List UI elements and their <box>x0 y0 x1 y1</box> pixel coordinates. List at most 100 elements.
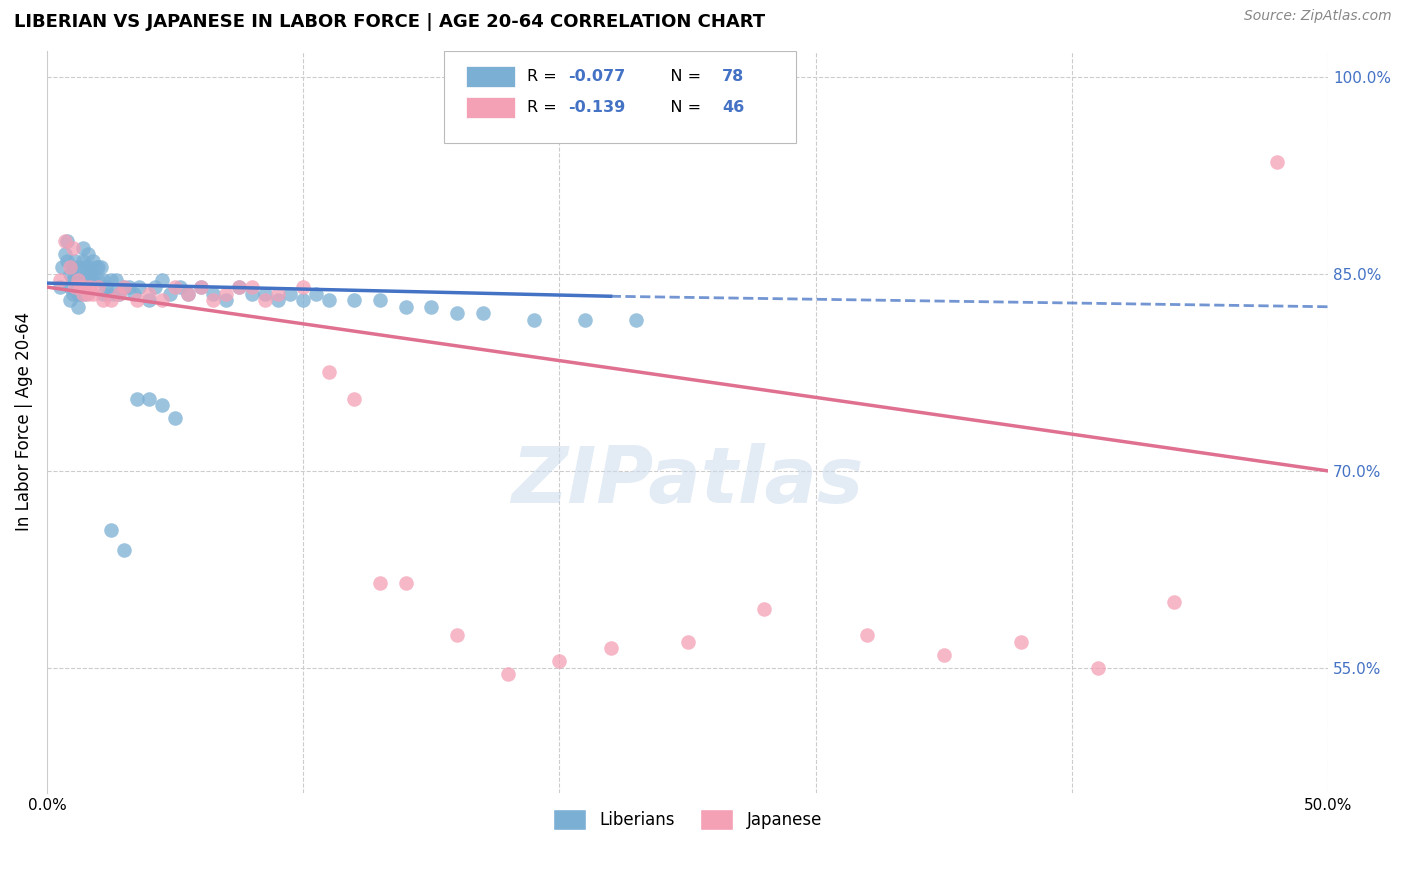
Point <box>77 286 100 301</box>
Text: ZIPatlas: ZIPatlas <box>512 443 863 519</box>
Point <box>100 523 122 537</box>
Point <box>56 234 79 248</box>
Point <box>97 286 120 301</box>
Point <box>91 293 114 308</box>
Point <box>278 286 301 301</box>
Point <box>51 260 73 275</box>
Point <box>75 280 97 294</box>
Point <box>82 253 104 268</box>
Point <box>62 241 84 255</box>
Point <box>395 300 418 314</box>
Point <box>122 286 145 301</box>
Point <box>292 293 315 308</box>
Point <box>215 286 238 301</box>
Point <box>446 628 468 642</box>
Point <box>112 280 135 294</box>
Point <box>72 253 94 268</box>
Point <box>932 648 955 662</box>
Point <box>66 280 89 294</box>
Point <box>305 286 328 301</box>
Point <box>125 392 148 406</box>
Point <box>228 280 250 294</box>
Point <box>190 280 212 294</box>
Point <box>63 280 86 294</box>
Point <box>75 260 97 275</box>
Point <box>215 293 238 308</box>
Point <box>112 280 135 294</box>
Point <box>100 273 122 287</box>
Point <box>62 273 84 287</box>
Point <box>75 286 97 301</box>
Point <box>87 260 110 275</box>
Point <box>79 280 101 294</box>
Text: N =: N = <box>655 70 707 84</box>
Point <box>77 260 100 275</box>
Text: -0.139: -0.139 <box>568 100 626 115</box>
Point <box>72 241 94 255</box>
Point <box>548 654 571 668</box>
Point <box>112 542 135 557</box>
Point <box>343 392 366 406</box>
Point <box>66 300 89 314</box>
Point <box>446 306 468 320</box>
Point <box>91 273 114 287</box>
Point <box>125 293 148 308</box>
Point <box>150 273 173 287</box>
Point <box>69 273 91 287</box>
Point <box>87 273 110 287</box>
Point <box>266 286 288 301</box>
Point <box>420 300 443 314</box>
Point <box>177 286 200 301</box>
Point <box>105 273 128 287</box>
Text: R =: R = <box>527 100 568 115</box>
Point <box>159 286 181 301</box>
Point <box>253 286 276 301</box>
Text: LIBERIAN VS JAPANESE IN LABOR FORCE | AGE 20-64 CORRELATION CHART: LIBERIAN VS JAPANESE IN LABOR FORCE | AG… <box>14 13 765 31</box>
Point <box>53 247 76 261</box>
Point <box>63 253 86 268</box>
Point <box>138 392 160 406</box>
Point <box>53 234 76 248</box>
Point <box>100 293 122 308</box>
Point <box>48 273 70 287</box>
Point <box>1010 634 1032 648</box>
Point <box>190 280 212 294</box>
Point <box>91 286 114 301</box>
Point <box>228 280 250 294</box>
Point <box>90 260 112 275</box>
Point <box>48 280 70 294</box>
Point <box>62 286 84 301</box>
Point <box>599 641 621 656</box>
Y-axis label: In Labor Force | Age 20-64: In Labor Force | Age 20-64 <box>15 312 32 532</box>
Point <box>87 280 110 294</box>
Point <box>266 293 288 308</box>
Point <box>66 273 89 287</box>
Point <box>59 293 82 308</box>
Point <box>103 286 125 301</box>
Point <box>143 280 166 294</box>
Point <box>202 293 225 308</box>
Text: R =: R = <box>527 70 562 84</box>
Point <box>82 286 104 301</box>
Point <box>240 280 263 294</box>
Point <box>856 628 879 642</box>
Point <box>138 286 160 301</box>
Point <box>107 286 129 301</box>
Point <box>626 313 648 327</box>
Point <box>69 280 91 294</box>
Text: Source: ZipAtlas.com: Source: ZipAtlas.com <box>1244 9 1392 23</box>
Point <box>754 602 776 616</box>
Point <box>63 267 86 281</box>
Point <box>107 286 129 301</box>
Point <box>292 280 315 294</box>
Point <box>59 260 82 275</box>
Text: 78: 78 <box>723 70 744 84</box>
FancyBboxPatch shape <box>444 51 796 144</box>
Point <box>84 260 107 275</box>
Point <box>79 267 101 281</box>
Point <box>79 273 101 287</box>
Point <box>77 247 100 261</box>
Point <box>368 293 391 308</box>
Point <box>94 280 117 294</box>
Point <box>1265 155 1288 169</box>
